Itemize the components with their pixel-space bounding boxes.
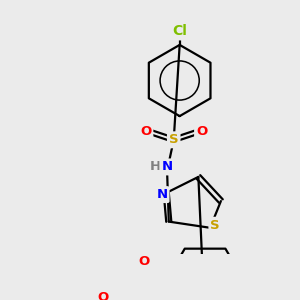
Text: O: O <box>196 125 207 138</box>
Text: S: S <box>210 219 220 232</box>
Text: Cl: Cl <box>172 24 187 38</box>
Text: S: S <box>169 133 178 146</box>
Text: N: N <box>161 160 172 173</box>
Text: N: N <box>157 188 168 201</box>
Text: O: O <box>138 254 149 268</box>
Text: O: O <box>97 291 109 300</box>
Text: H: H <box>149 160 161 173</box>
Text: O: O <box>140 125 152 138</box>
